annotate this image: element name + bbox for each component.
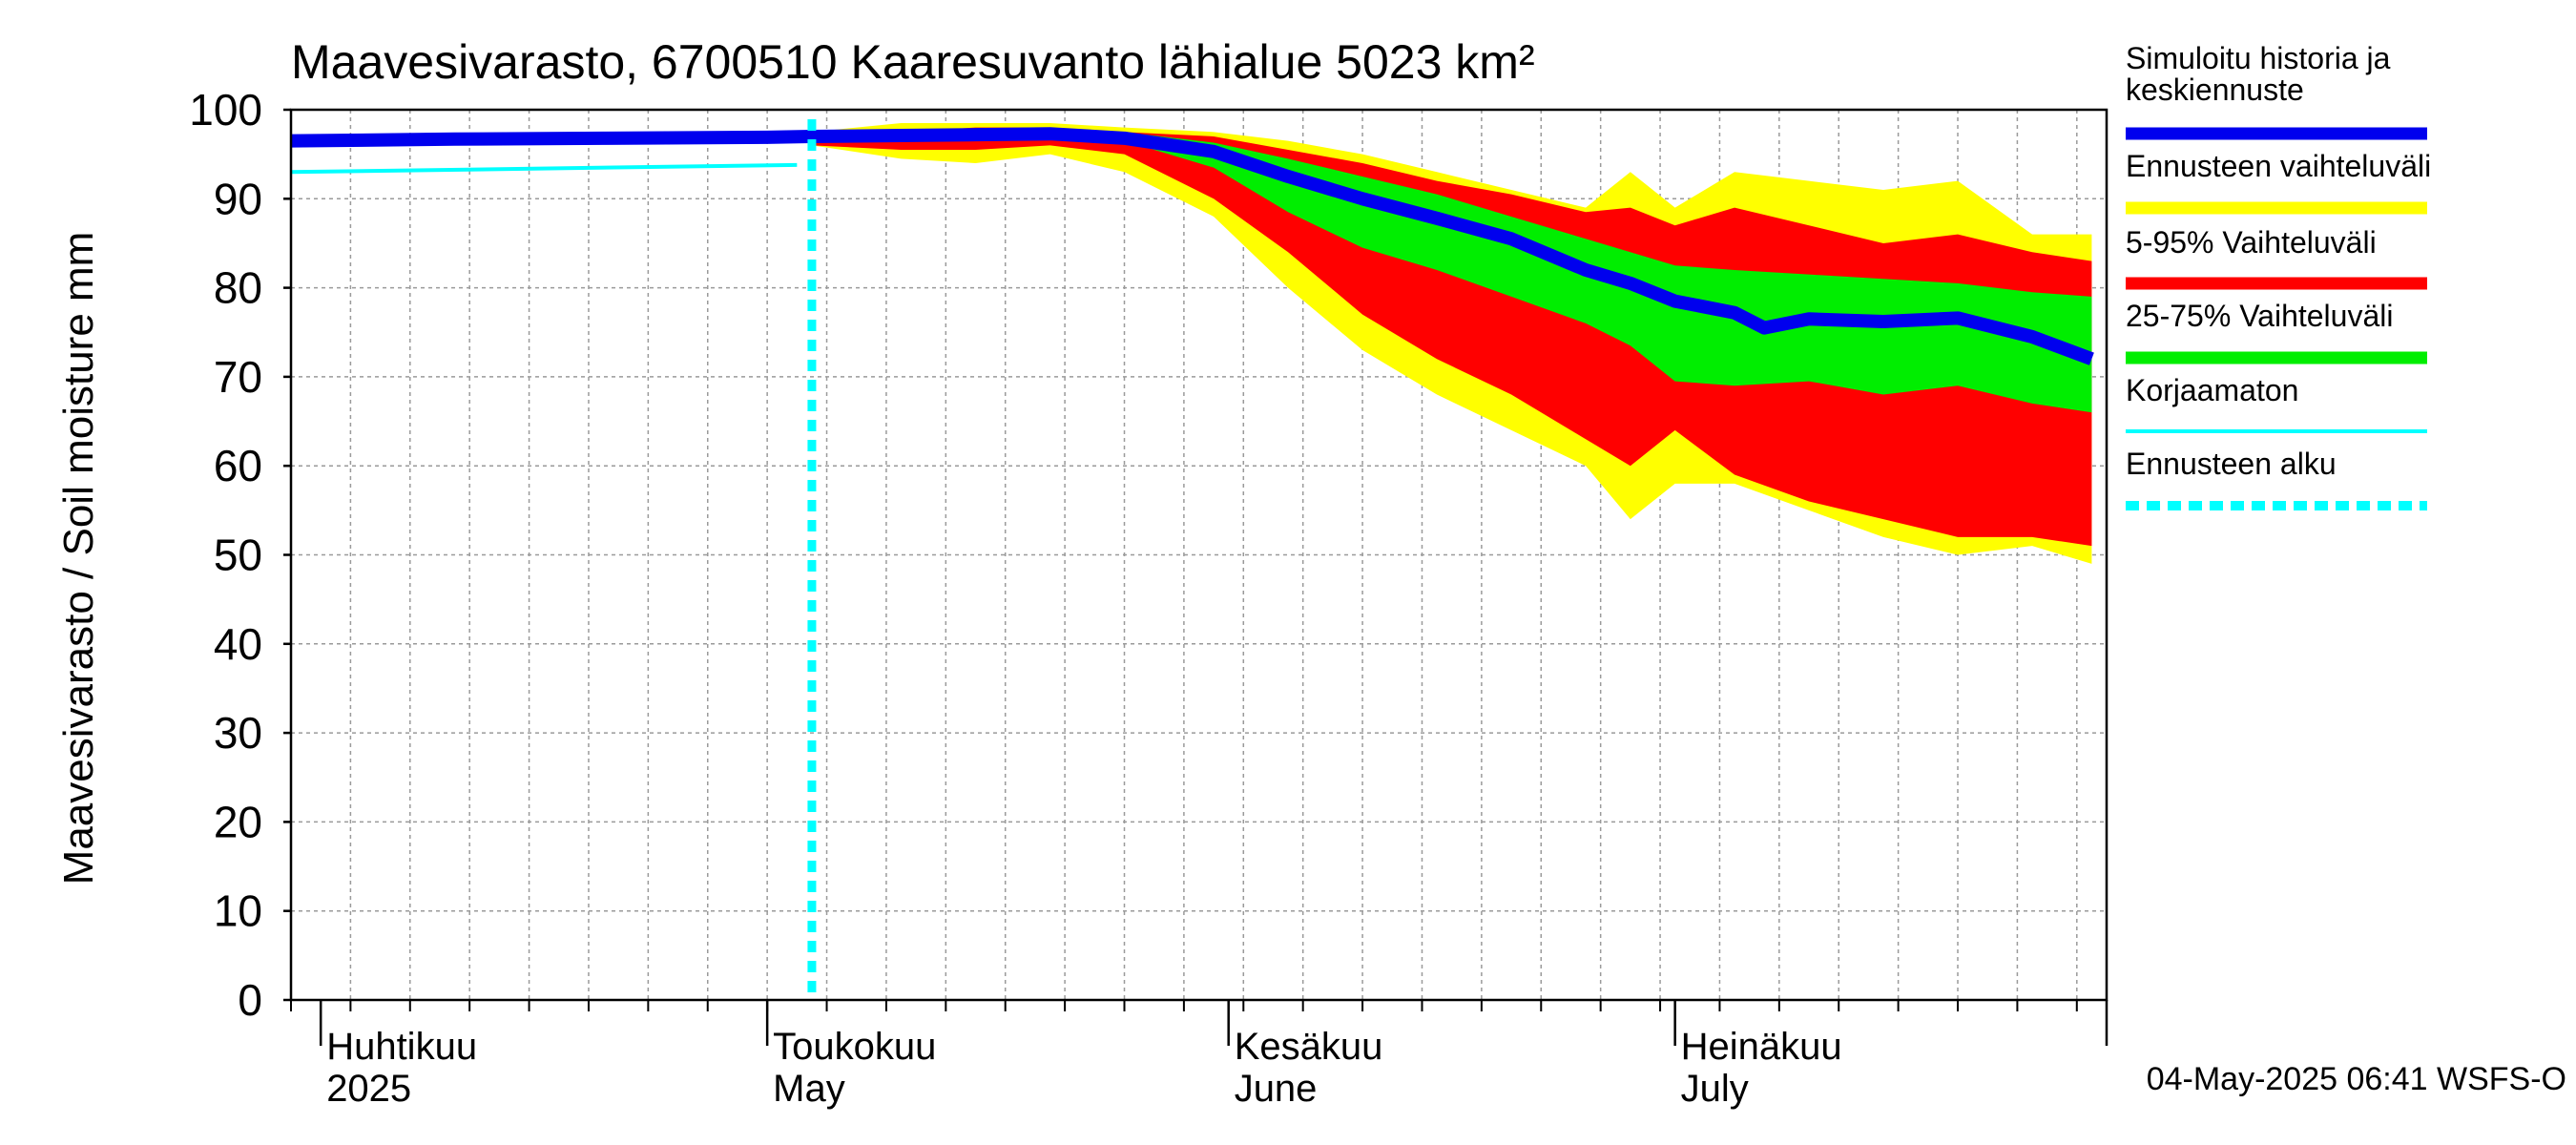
y-tick-label: 90 xyxy=(214,174,262,223)
legend-label: 5-95% Vaihteluväli xyxy=(2126,225,2377,260)
y-tick-label: 50 xyxy=(214,531,262,580)
y-axis: 0 10 20 30 40 50 60 70 80 90 100 xyxy=(189,85,291,1025)
y-tick-label: 60 xyxy=(214,441,262,490)
y-axis-label: Maavesivarasto / Soil moisture mm xyxy=(55,232,102,885)
y-tick-label: 40 xyxy=(214,619,262,669)
range-bands xyxy=(811,122,2092,564)
x-month-sublabel: 2025 xyxy=(326,1068,411,1110)
series-lines xyxy=(290,119,2094,1000)
mean-forecast-line xyxy=(290,127,2094,365)
y-tick-label: 70 xyxy=(214,352,262,402)
uncorrected-line xyxy=(290,162,798,175)
y-tick-label: 100 xyxy=(189,85,262,135)
legend-label: Ennusteen vaihteluväli xyxy=(2126,149,2431,183)
x-month-sublabel: July xyxy=(1681,1068,1749,1110)
x-month-sublabel: June xyxy=(1235,1068,1318,1110)
x-month-label: Huhtikuu xyxy=(326,1026,477,1068)
band-5-95-vaihteluv-li xyxy=(811,127,2092,547)
legend-label: Simuloitu historia ja xyxy=(2126,41,2391,75)
legend-label: 25-75% Vaihteluväli xyxy=(2126,299,2393,333)
y-tick-label: 30 xyxy=(214,708,262,758)
x-month-label: Heinäkuu xyxy=(1681,1026,1842,1068)
y-tick-label: 0 xyxy=(238,975,262,1025)
legend-label: Korjaamaton xyxy=(2126,373,2298,407)
timestamp-footer: 04-May-2025 06:41 WSFS-O xyxy=(2147,1061,2566,1097)
chart-title: Maavesivarasto, 6700510 Kaaresuvanto läh… xyxy=(291,35,1535,89)
legend-label: keskiennuste xyxy=(2126,73,2304,107)
x-month-label: Kesäkuu xyxy=(1235,1026,1383,1068)
y-tick-label: 10 xyxy=(214,886,262,936)
band-25-75-vaihteluv-li xyxy=(811,129,2092,413)
x-month-sublabel: May xyxy=(773,1068,845,1110)
y-tick-label: 20 xyxy=(214,797,262,846)
legend-label: Ennusteen alku xyxy=(2126,447,2337,481)
x-month-label: Toukokuu xyxy=(773,1026,936,1068)
y-tick-label: 80 xyxy=(214,263,262,313)
